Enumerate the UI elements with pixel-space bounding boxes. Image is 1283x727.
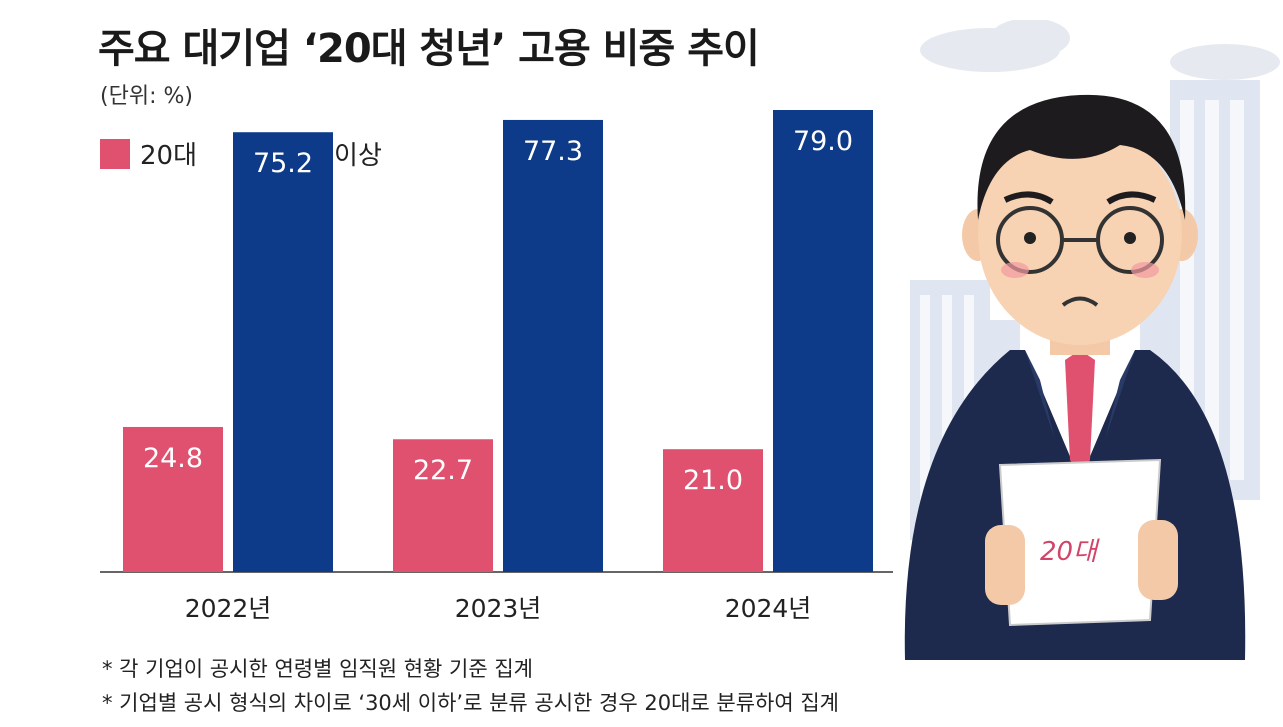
bar-chart: 24.8 75.2 2022년 22.7 77.3 2023년 21.0 79.0 2024년: [100, 110, 893, 623]
x-tick-label-1: 2023년: [455, 594, 542, 623]
data-label-20s-2: 21.0: [683, 465, 743, 496]
worried-businessman-illustration: 20대: [904, 20, 1280, 660]
cloud-icon: [920, 20, 1280, 80]
legend-swatch-20s: [100, 138, 130, 169]
paper-document: 20대: [998, 458, 1162, 627]
bar-30s-0: [233, 132, 333, 572]
data-label-30s-2: 79.0: [793, 126, 853, 157]
legend-item-20s: 20대: [100, 135, 197, 172]
footnote-2: * 기업별 공시 형식의 차이로 ‘30세 이하’로 분류 공시한 경우 20대…: [102, 691, 839, 715]
legend-label-20s: 20대: [140, 141, 198, 171]
chart-title: 주요 대기업 ‘20대 청년’ 고용 비중 추이: [98, 26, 760, 72]
bar-30s-1: [503, 119, 603, 572]
bar-20s-0: [123, 426, 223, 572]
paper-text: 20대: [1040, 537, 1100, 567]
footnotes: * 각 기업이 공시한 연령별 임직원 현황 기준 집계 * 기업별 공시 형식…: [102, 652, 839, 720]
x-tick-label-2: 2024년: [725, 594, 812, 623]
bar-20s-1: [393, 439, 493, 572]
footnote-1: * 각 기업이 공시한 연령별 임직원 현황 기준 집계: [102, 657, 533, 681]
data-label-20s-0: 24.8: [143, 443, 203, 474]
bar-30s-2: [773, 110, 873, 572]
unit-label: (단위: %): [100, 84, 193, 109]
x-tick-label-0: 2022년: [185, 594, 272, 623]
data-label-30s-1: 77.3: [523, 136, 583, 167]
data-label-20s-1: 22.7: [413, 455, 473, 486]
data-label-30s-0: 75.2: [253, 148, 313, 179]
bar-20s-2: [663, 449, 763, 572]
